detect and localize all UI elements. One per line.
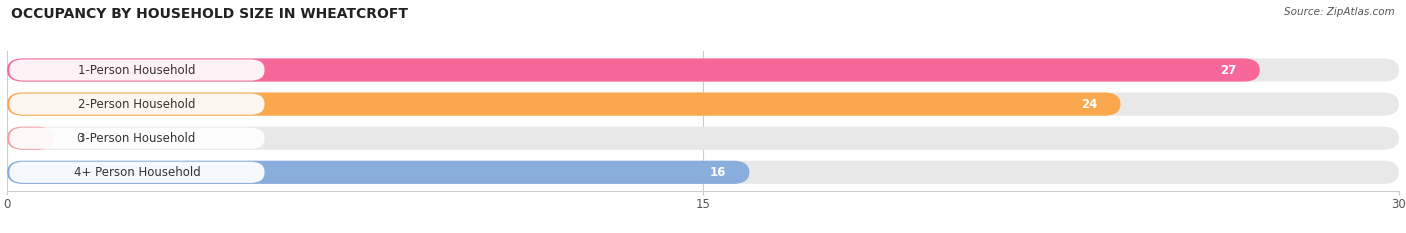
FancyBboxPatch shape: [7, 58, 1260, 82]
Text: Source: ZipAtlas.com: Source: ZipAtlas.com: [1284, 7, 1395, 17]
Text: 27: 27: [1220, 64, 1237, 76]
FancyBboxPatch shape: [7, 161, 1399, 184]
Text: 3-Person Household: 3-Person Household: [79, 132, 195, 145]
Text: OCCUPANCY BY HOUSEHOLD SIZE IN WHEATCROFT: OCCUPANCY BY HOUSEHOLD SIZE IN WHEATCROF…: [11, 7, 408, 21]
FancyBboxPatch shape: [10, 59, 264, 81]
FancyBboxPatch shape: [10, 93, 264, 115]
FancyBboxPatch shape: [7, 161, 749, 184]
Text: 0: 0: [77, 132, 84, 145]
FancyBboxPatch shape: [7, 127, 53, 150]
Text: 2-Person Household: 2-Person Household: [79, 98, 195, 111]
FancyBboxPatch shape: [7, 93, 1399, 116]
FancyBboxPatch shape: [7, 93, 1121, 116]
FancyBboxPatch shape: [7, 58, 1399, 82]
Text: 1-Person Household: 1-Person Household: [79, 64, 195, 76]
FancyBboxPatch shape: [7, 127, 1399, 150]
Text: 24: 24: [1081, 98, 1098, 111]
Text: 16: 16: [710, 166, 727, 179]
FancyBboxPatch shape: [10, 162, 264, 183]
Text: 4+ Person Household: 4+ Person Household: [73, 166, 200, 179]
FancyBboxPatch shape: [10, 128, 264, 149]
